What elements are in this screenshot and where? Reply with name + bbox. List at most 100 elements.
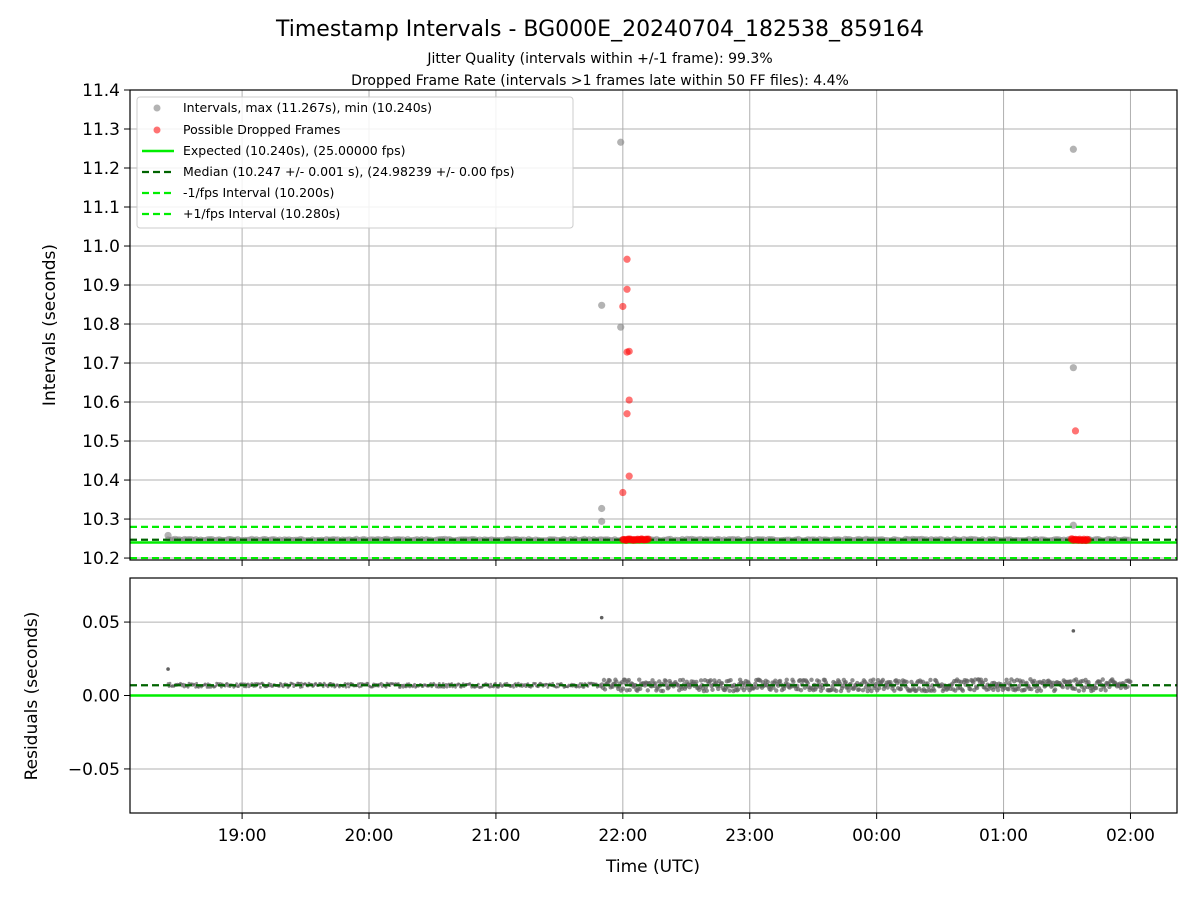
- residual-point: [534, 681, 537, 685]
- residual-point: [168, 681, 172, 685]
- residual-point: [974, 685, 980, 691]
- residuals-y-tick-label: −0.05: [68, 760, 120, 780]
- residual-point: [1093, 685, 1099, 691]
- legend-label-dropped: Possible Dropped Frames: [183, 122, 340, 137]
- dropped-frame-point: [625, 396, 633, 404]
- residual-point: [874, 681, 879, 687]
- intervals-y-ticks: 10.2 10.3 10.4 10.5 10.6 10.7 10.8 10.9 11.0 11.1…: [82, 81, 1131, 569]
- residual-outlier-point: [1071, 629, 1076, 633]
- residuals-y-ticks: −0.05 0.00 0.05: [68, 613, 130, 780]
- residual-point: [932, 688, 937, 693]
- residual-point: [607, 678, 612, 683]
- residual-point: [650, 678, 655, 683]
- residual-point: [809, 677, 814, 682]
- interval-point: [598, 517, 606, 525]
- residual-point: [437, 681, 441, 685]
- residual-point: [960, 688, 966, 693]
- intervals-y-tick-label: 10.9: [82, 276, 120, 296]
- residual-point: [820, 685, 826, 691]
- residual-point: [384, 685, 388, 689]
- residual-point: [1006, 687, 1011, 692]
- x-tick-label: 20:00: [345, 826, 394, 846]
- residual-point: [840, 684, 846, 689]
- x-tick-label: 19:00: [218, 826, 267, 846]
- legend-label-plus-fps: +1/fps Interval (10.280s): [183, 206, 340, 221]
- dropped-frame-point: [623, 285, 631, 293]
- residual-point: [445, 685, 449, 689]
- residual-point: [1097, 679, 1103, 685]
- residual-point: [802, 685, 808, 690]
- intervals-y-tick-label: 10.3: [82, 510, 120, 530]
- legend-box: [136, 96, 574, 229]
- intervals-panel: 10.2 10.3 10.4 10.5 10.6 10.7 10.8 10.9 11.0 11.1…: [40, 81, 1178, 569]
- residual-point: [694, 679, 699, 685]
- dropped-frame-point: [644, 535, 652, 543]
- intervals-y-tick-label: 11.0: [82, 237, 120, 257]
- residual-point: [1052, 687, 1058, 692]
- residual-outlier-point: [599, 615, 604, 620]
- legend-item-expected: Expected (10.240s), (25.00000 fps): [142, 143, 405, 158]
- residual-point: [885, 685, 890, 690]
- residual-point: [744, 685, 749, 690]
- residual-outlier-point: [166, 667, 170, 671]
- interval-point: [1069, 145, 1077, 153]
- residual-point: [773, 678, 778, 683]
- legend: Intervals, max (11.267s), min (10.240s) …: [136, 96, 574, 229]
- residual-point: [281, 685, 285, 689]
- residual-point: [512, 685, 515, 689]
- residual-point: [856, 687, 862, 692]
- residual-point: [1041, 678, 1046, 684]
- residual-point: [777, 678, 783, 684]
- dropped-frame-point: [1084, 536, 1092, 544]
- intervals-y-tick-label: 10.4: [82, 471, 120, 491]
- legend-label-median: Median (10.247 +/- 0.001 s), (24.98239 +…: [183, 164, 514, 179]
- residual-point: [505, 681, 509, 685]
- residual-point: [454, 685, 457, 689]
- dropped-frame-point: [619, 488, 627, 497]
- x-tick-label: 00:00: [852, 826, 901, 846]
- residual-point: [1060, 684, 1065, 690]
- intervals-frame: [129, 89, 1178, 561]
- residual-point: [843, 680, 848, 685]
- residual-point: [653, 681, 658, 686]
- legend-label-minus-fps: -1/fps Interval (10.200s): [183, 185, 334, 200]
- residuals-y-tick-label: 0.00: [82, 687, 120, 707]
- residual-point: [896, 679, 902, 684]
- residual-point: [1065, 685, 1070, 690]
- residual-point: [791, 679, 796, 684]
- legend-item-minus-fps: -1/fps Interval (10.200s): [142, 185, 334, 200]
- residual-point: [830, 683, 835, 689]
- residual-point: [995, 687, 1001, 693]
- residual-point: [398, 686, 402, 689]
- dropped-frame-point: [623, 348, 631, 356]
- residual-point: [1068, 679, 1073, 684]
- legend-item-dropped: Possible Dropped Frames: [153, 122, 340, 137]
- residual-point: [965, 679, 970, 684]
- residual-point: [834, 688, 839, 694]
- residual-point: [1118, 685, 1124, 691]
- x-tick-label: 21:00: [471, 826, 520, 846]
- residual-point: [880, 677, 886, 683]
- residuals-y-tick-label: 0.05: [82, 613, 120, 633]
- residuals-y-label: Residuals (seconds): [22, 612, 42, 781]
- residual-point: [626, 677, 631, 683]
- residual-point: [968, 687, 973, 692]
- residual-point: [1004, 677, 1009, 682]
- residual-point: [413, 682, 416, 686]
- x-tick-label: 01:00: [979, 826, 1028, 846]
- legend-marker-intervals: [153, 104, 161, 112]
- residual-point: [871, 677, 876, 682]
- residual-point: [898, 686, 904, 692]
- dropped-frame-point: [619, 302, 627, 311]
- x-tick-label: 02:00: [1106, 826, 1155, 846]
- residual-point: [663, 678, 669, 684]
- residual-point: [269, 682, 273, 686]
- residual-point: [765, 679, 770, 685]
- interval-point: [1069, 364, 1077, 372]
- residual-point: [816, 679, 822, 684]
- intervals-plot-area: [130, 138, 1177, 560]
- residual-point: [846, 688, 851, 693]
- residual-point: [1029, 686, 1034, 692]
- chart-title: Timestamp Intervals - BG000E_20240704_18…: [275, 17, 924, 42]
